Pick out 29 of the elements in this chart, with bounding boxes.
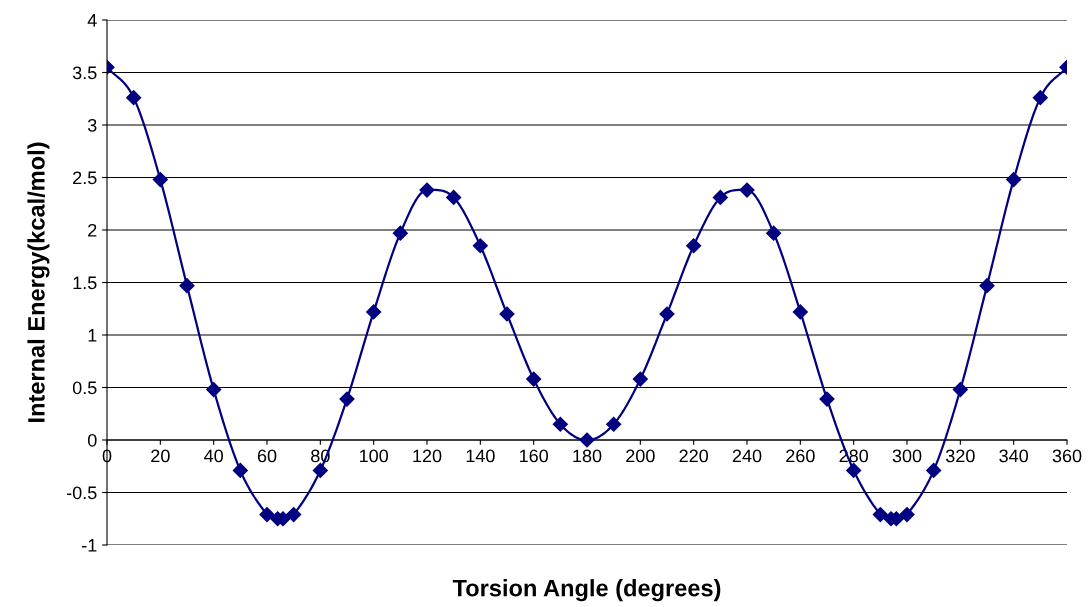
x-tick-label: 320 bbox=[945, 449, 975, 463]
y-tick-label: 2 bbox=[88, 223, 97, 237]
x-tick-label: 220 bbox=[679, 449, 709, 463]
x-tick-label: 60 bbox=[257, 449, 277, 463]
y-tick-label: 1 bbox=[88, 329, 97, 342]
y-tick-label: 4 bbox=[87, 14, 97, 27]
x-tick-label: 300 bbox=[892, 449, 922, 463]
x-tick-label: 260 bbox=[786, 449, 815, 463]
x-tick-label: 200 bbox=[626, 449, 655, 463]
x-tick-label: 40 bbox=[204, 449, 223, 463]
x-tick-label: 240 bbox=[732, 449, 762, 463]
x-axis-title: Torsion Angle (degrees) bbox=[452, 579, 721, 602]
x-tick-label: 120 bbox=[413, 449, 442, 463]
x-tick-label: 100 bbox=[359, 449, 389, 463]
y-tick-label: -1 bbox=[82, 539, 97, 552]
x-tick-label: 160 bbox=[519, 449, 549, 463]
y-tick-label: 1.5 bbox=[73, 276, 97, 290]
x-tick-label: 140 bbox=[466, 449, 495, 463]
x-tick-label: 180 bbox=[573, 449, 602, 463]
y-tick-label: 2.5 bbox=[73, 171, 97, 185]
y-tick-label: 3 bbox=[87, 118, 97, 132]
x-tick-label: 340 bbox=[999, 449, 1029, 463]
y-tick-label: 0 bbox=[87, 433, 97, 447]
x-tick-label: 360 bbox=[1052, 449, 1082, 463]
y-tick-label: 3.5 bbox=[72, 66, 97, 80]
y-axis-title: Internal Energy(kcal/mol) bbox=[27, 142, 50, 422]
y-tick-label: 0.5 bbox=[72, 381, 97, 395]
x-tick-label: 20 bbox=[151, 449, 170, 463]
y-tick-label: -0.5 bbox=[66, 486, 97, 500]
